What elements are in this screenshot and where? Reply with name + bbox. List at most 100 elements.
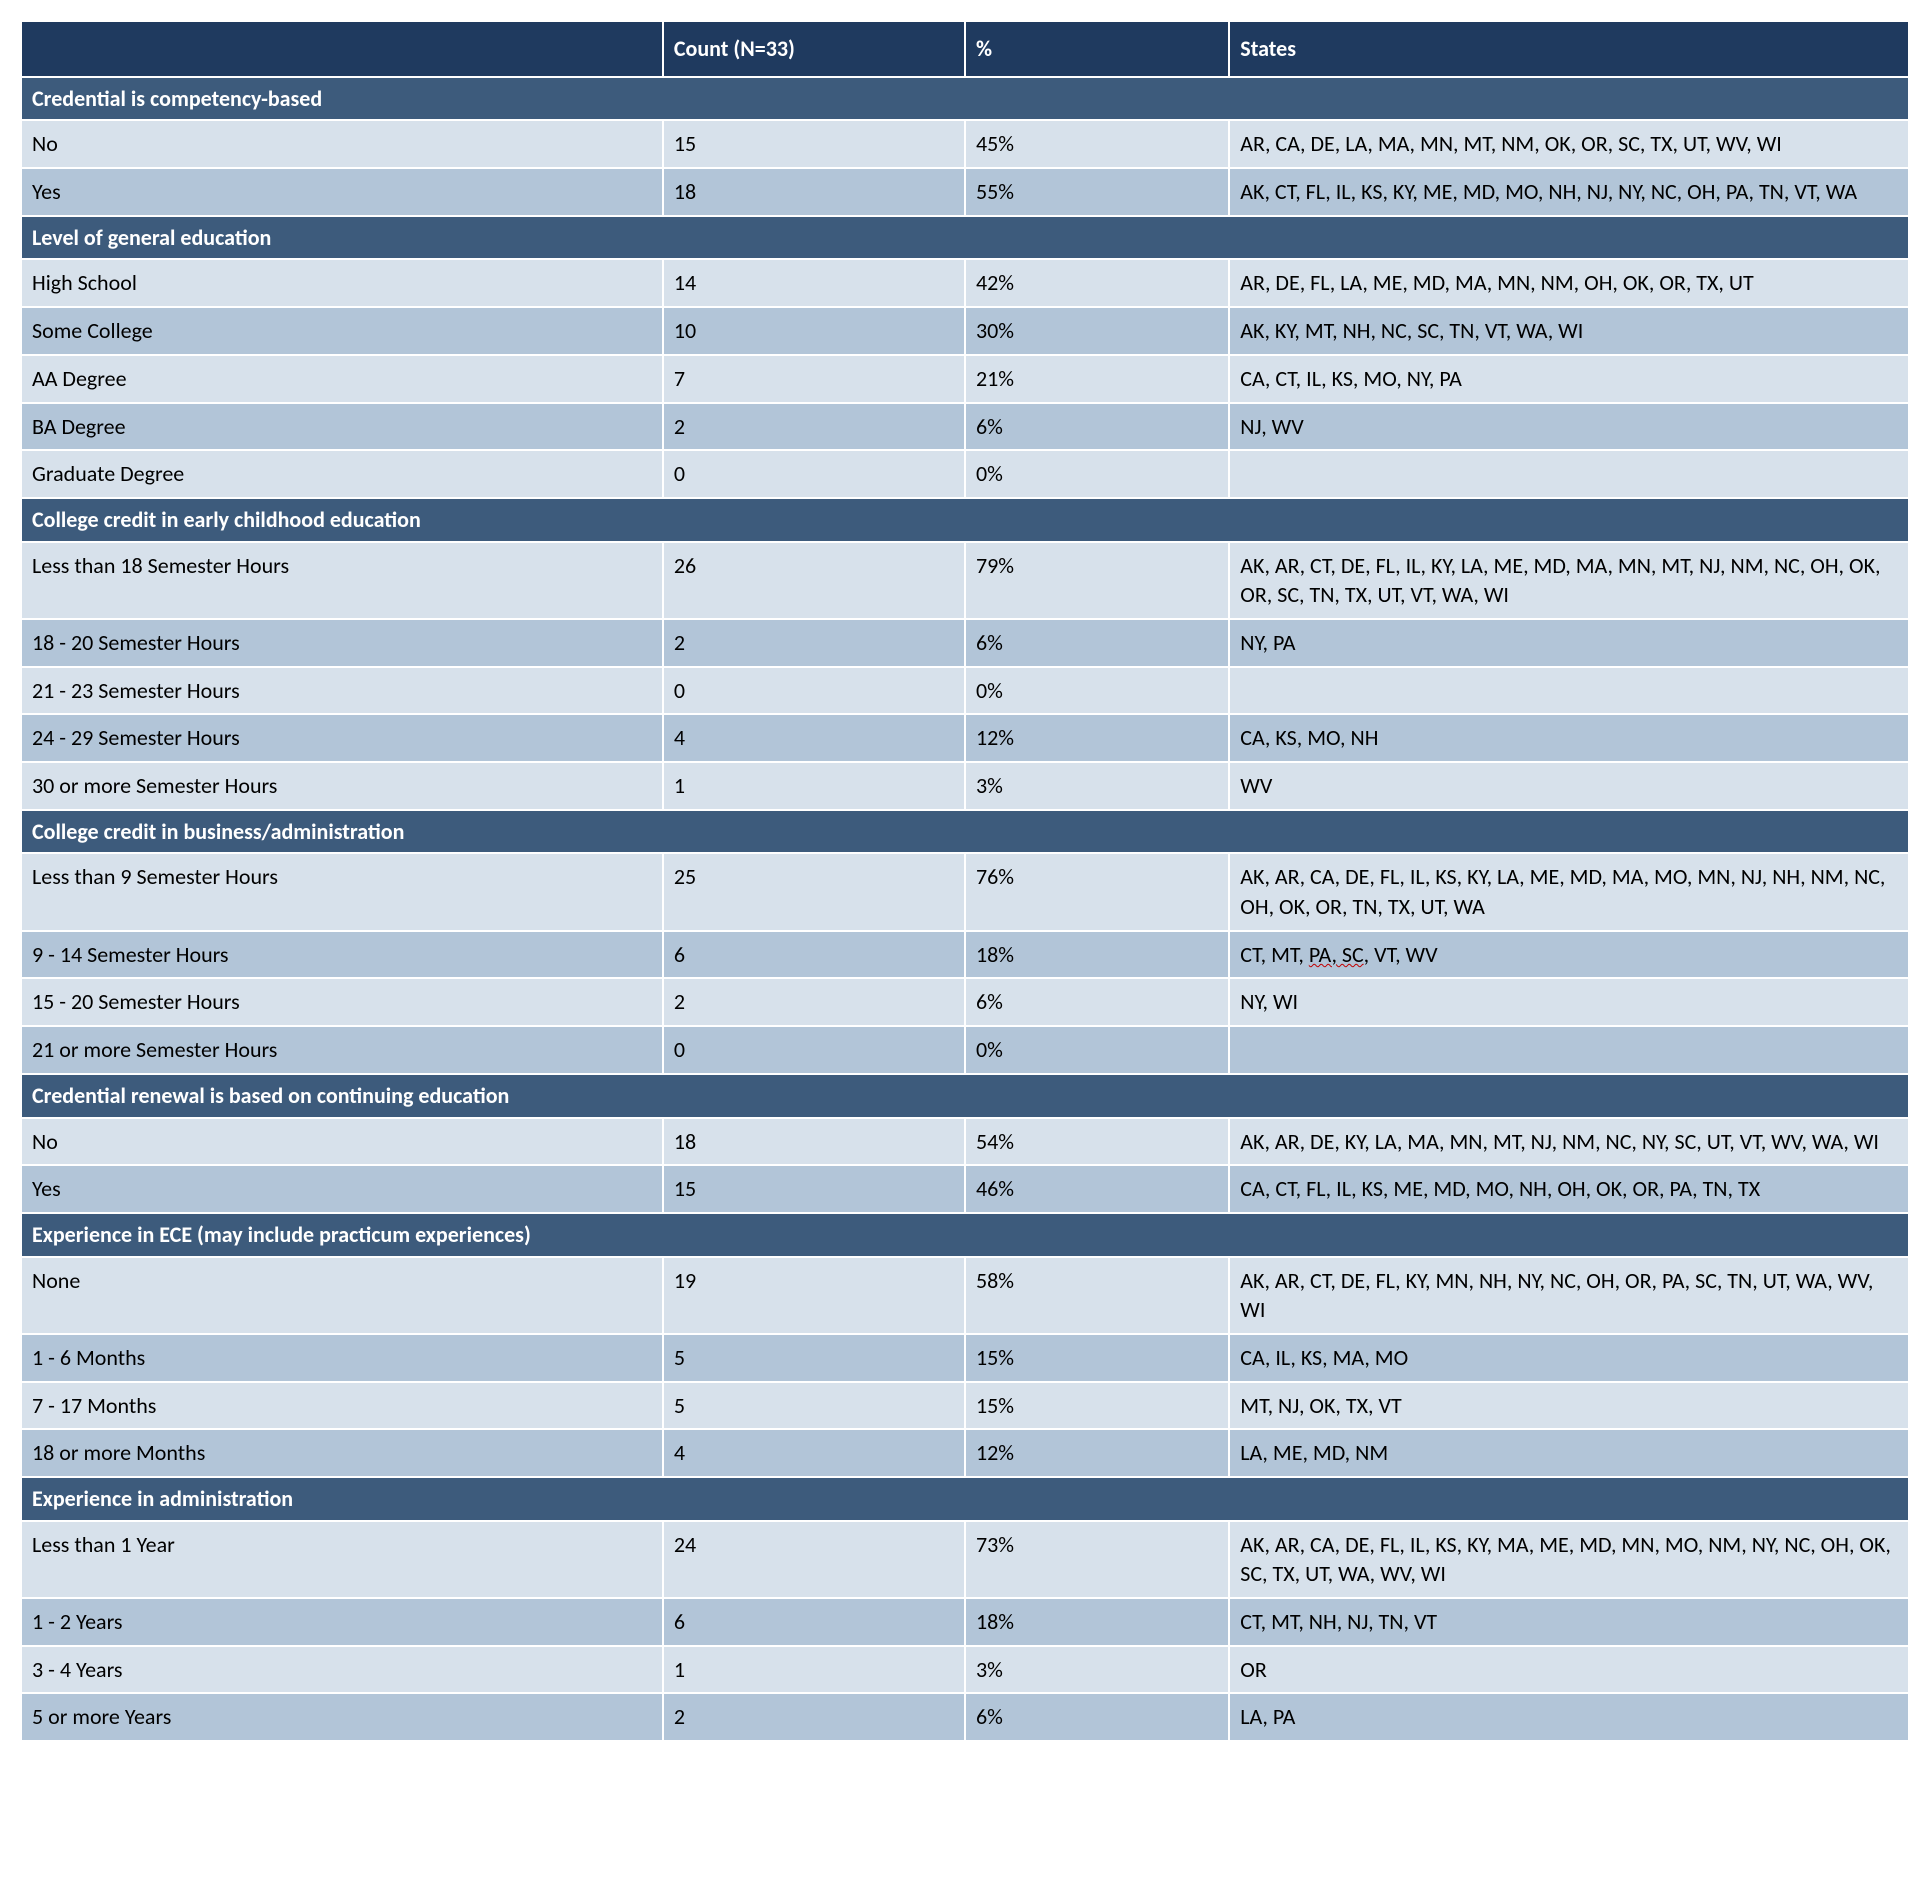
cell-pct: 0%: [965, 1026, 1229, 1074]
cell-label: Yes: [21, 1165, 663, 1213]
cell-count: 2: [663, 403, 965, 451]
cell-states: LA, ME, MD, NM: [1229, 1429, 1909, 1477]
cell-label: 30 or more Semester Hours: [21, 762, 663, 810]
cell-pct: 6%: [965, 403, 1229, 451]
cell-pct: 15%: [965, 1382, 1229, 1430]
table-row: No1545%AR, CA, DE, LA, MA, MN, MT, NM, O…: [21, 120, 1909, 168]
cell-states: MT, NJ, OK, TX, VT: [1229, 1382, 1909, 1430]
cell-count: 25: [663, 853, 965, 930]
cell-states: OR: [1229, 1646, 1909, 1694]
cell-label: Graduate Degree: [21, 450, 663, 498]
table-header-row: Count (N=33)%States: [21, 21, 1909, 77]
cell-count: 1: [663, 762, 965, 810]
cell-pct: 42%: [965, 259, 1229, 307]
cell-label: None: [21, 1257, 663, 1334]
table-row: Yes1546%CA, CT, FL, IL, KS, ME, MD, MO, …: [21, 1165, 1909, 1213]
credentials-table: Count (N=33)%StatesCredential is compete…: [20, 20, 1910, 1742]
cell-states: CA, IL, KS, MA, MO: [1229, 1334, 1909, 1382]
cell-pct: 3%: [965, 1646, 1229, 1694]
cell-label: 24 - 29 Semester Hours: [21, 714, 663, 762]
cell-count: 5: [663, 1382, 965, 1430]
cell-label: 21 or more Semester Hours: [21, 1026, 663, 1074]
header-count: Count (N=33): [663, 21, 965, 77]
cell-count: 7: [663, 355, 965, 403]
cell-count: 5: [663, 1334, 965, 1382]
section-row: Experience in ECE (may include practicum…: [21, 1213, 1909, 1257]
header-pct: %: [965, 21, 1229, 77]
cell-pct: 6%: [965, 619, 1229, 667]
cell-pct: 0%: [965, 667, 1229, 715]
table-row: Graduate Degree00%: [21, 450, 1909, 498]
cell-states: AK, AR, CA, DE, FL, IL, KS, KY, LA, ME, …: [1229, 853, 1909, 930]
cell-pct: 12%: [965, 714, 1229, 762]
cell-count: 10: [663, 307, 965, 355]
cell-count: 2: [663, 619, 965, 667]
table-row: 1 - 6 Months515%CA, IL, KS, MA, MO: [21, 1334, 1909, 1382]
cell-label: 1 - 6 Months: [21, 1334, 663, 1382]
cell-count: 0: [663, 450, 965, 498]
cell-label: Some College: [21, 307, 663, 355]
section-row: College credit in business/administratio…: [21, 810, 1909, 854]
cell-label: 18 or more Months: [21, 1429, 663, 1477]
cell-label: High School: [21, 259, 663, 307]
table-row: 21 or more Semester Hours00%: [21, 1026, 1909, 1074]
cell-count: 4: [663, 714, 965, 762]
cell-count: 18: [663, 1118, 965, 1166]
cell-label: 1 - 2 Years: [21, 1598, 663, 1646]
table-row: None1958%AK, AR, CT, DE, FL, KY, MN, NH,…: [21, 1257, 1909, 1334]
cell-label: 18 - 20 Semester Hours: [21, 619, 663, 667]
table-row: Yes1855%AK, CT, FL, IL, KS, KY, ME, MD, …: [21, 168, 1909, 216]
table-row: AA Degree721%CA, CT, IL, KS, MO, NY, PA: [21, 355, 1909, 403]
cell-states: NY, WI: [1229, 978, 1909, 1026]
cell-pct: 76%: [965, 853, 1229, 930]
cell-count: 6: [663, 931, 965, 979]
section-title: Credential is competency-based: [21, 77, 1909, 121]
cell-states: AK, AR, DE, KY, LA, MA, MN, MT, NJ, NM, …: [1229, 1118, 1909, 1166]
cell-label: 5 or more Years: [21, 1693, 663, 1741]
cell-label: 15 - 20 Semester Hours: [21, 978, 663, 1026]
table-row: 5 or more Years26%LA, PA: [21, 1693, 1909, 1741]
cell-pct: 0%: [965, 450, 1229, 498]
cell-count: 19: [663, 1257, 965, 1334]
cell-states: NJ, WV: [1229, 403, 1909, 451]
cell-states: AR, CA, DE, LA, MA, MN, MT, NM, OK, OR, …: [1229, 120, 1909, 168]
table-row: High School1442%AR, DE, FL, LA, ME, MD, …: [21, 259, 1909, 307]
cell-label: No: [21, 120, 663, 168]
cell-states: NY, PA: [1229, 619, 1909, 667]
cell-count: 6: [663, 1598, 965, 1646]
table-row: BA Degree26%NJ, WV: [21, 403, 1909, 451]
cell-count: 15: [663, 120, 965, 168]
cell-label: Yes: [21, 168, 663, 216]
cell-pct: 55%: [965, 168, 1229, 216]
cell-pct: 12%: [965, 1429, 1229, 1477]
table-row: 1 - 2 Years618%CT, MT, NH, NJ, TN, VT: [21, 1598, 1909, 1646]
cell-pct: 21%: [965, 355, 1229, 403]
section-row: Credential renewal is based on continuin…: [21, 1074, 1909, 1118]
section-title: College credit in business/administratio…: [21, 810, 1909, 854]
cell-count: 15: [663, 1165, 965, 1213]
cell-count: 14: [663, 259, 965, 307]
cell-count: 0: [663, 667, 965, 715]
cell-states: CA, CT, IL, KS, MO, NY, PA: [1229, 355, 1909, 403]
cell-label: Less than 18 Semester Hours: [21, 542, 663, 619]
cell-states: [1229, 667, 1909, 715]
cell-count: 24: [663, 1521, 965, 1598]
cell-states: CA, KS, MO, NH: [1229, 714, 1909, 762]
table-row: Less than 1 Year2473%AK, AR, CA, DE, FL,…: [21, 1521, 1909, 1598]
table-row: No1854%AK, AR, DE, KY, LA, MA, MN, MT, N…: [21, 1118, 1909, 1166]
table-row: 3 - 4 Years13%OR: [21, 1646, 1909, 1694]
cell-states: AK, AR, CA, DE, FL, IL, KS, KY, MA, ME, …: [1229, 1521, 1909, 1598]
cell-states: [1229, 450, 1909, 498]
cell-count: 2: [663, 978, 965, 1026]
cell-states: AK, AR, CT, DE, FL, IL, KY, LA, ME, MD, …: [1229, 542, 1909, 619]
cell-states: [1229, 1026, 1909, 1074]
table-row: Less than 18 Semester Hours2679%AK, AR, …: [21, 542, 1909, 619]
cell-states: AK, CT, FL, IL, KS, KY, ME, MD, MO, NH, …: [1229, 168, 1909, 216]
cell-pct: 30%: [965, 307, 1229, 355]
cell-pct: 54%: [965, 1118, 1229, 1166]
header-states: States: [1229, 21, 1909, 77]
section-title: Experience in administration: [21, 1477, 1909, 1521]
cell-pct: 6%: [965, 1693, 1229, 1741]
table-row: 21 - 23 Semester Hours00%: [21, 667, 1909, 715]
cell-label: BA Degree: [21, 403, 663, 451]
